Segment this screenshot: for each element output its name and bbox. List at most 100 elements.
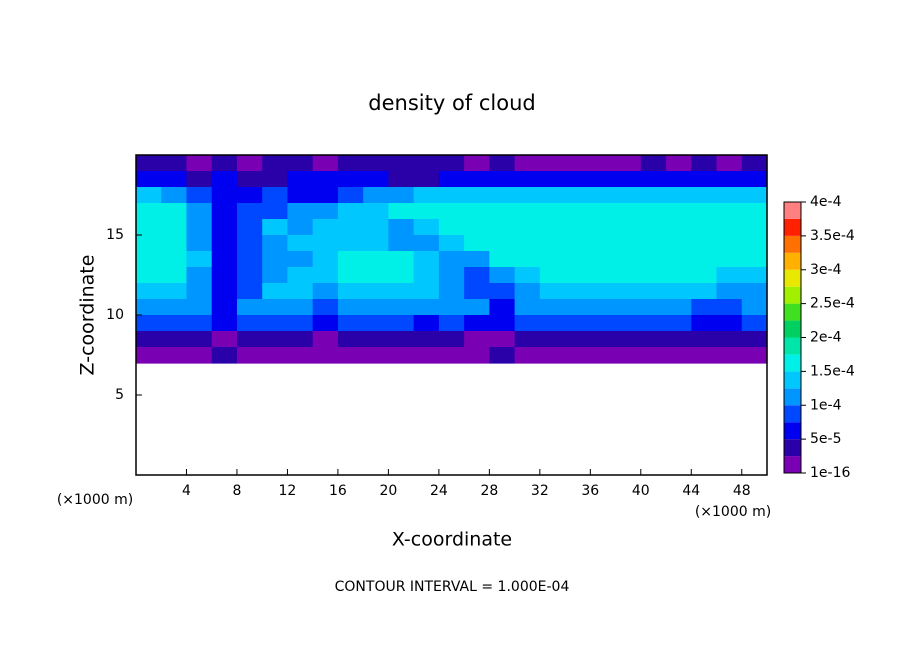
colorbar-band — [784, 422, 801, 440]
cell — [539, 347, 566, 364]
cell — [464, 347, 490, 364]
cell — [539, 219, 566, 236]
cell — [262, 299, 289, 316]
cell — [287, 171, 314, 188]
cell — [539, 203, 566, 220]
cell — [161, 171, 188, 188]
cell — [716, 155, 743, 172]
cell — [388, 267, 415, 284]
cell — [716, 187, 743, 204]
cell — [489, 235, 516, 252]
cell — [539, 155, 566, 172]
cell — [716, 235, 743, 252]
unit-label: (×1000 m) — [57, 492, 133, 508]
cell — [136, 331, 162, 348]
chart-title: density of cloud — [368, 91, 535, 115]
cell — [186, 251, 213, 268]
cell — [539, 235, 566, 252]
cell — [590, 283, 617, 300]
cell — [565, 315, 591, 332]
cell — [691, 235, 718, 252]
cell — [741, 235, 768, 252]
cell — [590, 331, 617, 348]
cell — [363, 267, 389, 284]
cell — [337, 315, 364, 332]
cell — [236, 299, 263, 316]
cell — [464, 203, 490, 220]
cell — [337, 203, 364, 220]
y-tick-label: 15 — [106, 227, 124, 243]
cell — [716, 203, 743, 220]
cell — [136, 299, 162, 316]
cell — [539, 299, 566, 316]
cell — [464, 331, 490, 348]
cell — [438, 203, 465, 220]
cell — [287, 283, 314, 300]
cell — [666, 155, 692, 172]
cell — [666, 347, 692, 364]
cell — [186, 171, 213, 188]
cell — [262, 235, 289, 252]
cell — [438, 235, 465, 252]
cell — [136, 171, 162, 188]
cell — [464, 251, 490, 268]
cell — [615, 251, 642, 268]
cell — [337, 251, 364, 268]
cell — [337, 331, 364, 348]
cell — [741, 203, 768, 220]
cell — [640, 235, 667, 252]
cell — [211, 235, 238, 252]
cell — [565, 283, 591, 300]
cell — [363, 347, 389, 364]
cell — [691, 315, 718, 332]
cell — [438, 347, 465, 364]
cell — [666, 187, 692, 204]
cell — [312, 267, 339, 284]
cell — [211, 251, 238, 268]
cell — [590, 155, 617, 172]
cell — [741, 315, 768, 332]
colorbar-tick-label: 5e-5 — [810, 431, 841, 447]
cell — [565, 203, 591, 220]
cell — [489, 203, 516, 220]
cell — [262, 155, 289, 172]
cell — [640, 315, 667, 332]
cell — [615, 315, 642, 332]
cell — [539, 251, 566, 268]
cell — [337, 219, 364, 236]
cell — [236, 315, 263, 332]
cell — [388, 203, 415, 220]
cell — [716, 251, 743, 268]
cell — [438, 267, 465, 284]
cell — [615, 283, 642, 300]
cell — [211, 187, 238, 204]
cell — [489, 299, 516, 316]
colorbar-tick-label: 3e-4 — [810, 262, 842, 278]
cell — [514, 315, 541, 332]
cell — [136, 155, 162, 172]
cell — [388, 235, 415, 252]
x-tick-label: 40 — [632, 483, 650, 499]
cell — [489, 251, 516, 268]
cell — [590, 251, 617, 268]
cell — [287, 315, 314, 332]
colorbar-band — [784, 354, 801, 372]
cell — [136, 315, 162, 332]
cell — [691, 155, 718, 172]
cell — [236, 283, 263, 300]
cell — [211, 219, 238, 236]
cell — [666, 171, 692, 188]
cell — [413, 203, 440, 220]
cell — [312, 331, 339, 348]
cell — [236, 251, 263, 268]
cell — [640, 267, 667, 284]
cell — [136, 235, 162, 252]
cell — [312, 299, 339, 316]
x-tick-label: 16 — [329, 483, 347, 499]
cell — [691, 187, 718, 204]
colorbar-band — [784, 388, 801, 406]
cell — [262, 315, 289, 332]
cell — [262, 267, 289, 284]
cell — [640, 155, 667, 172]
cell — [590, 315, 617, 332]
